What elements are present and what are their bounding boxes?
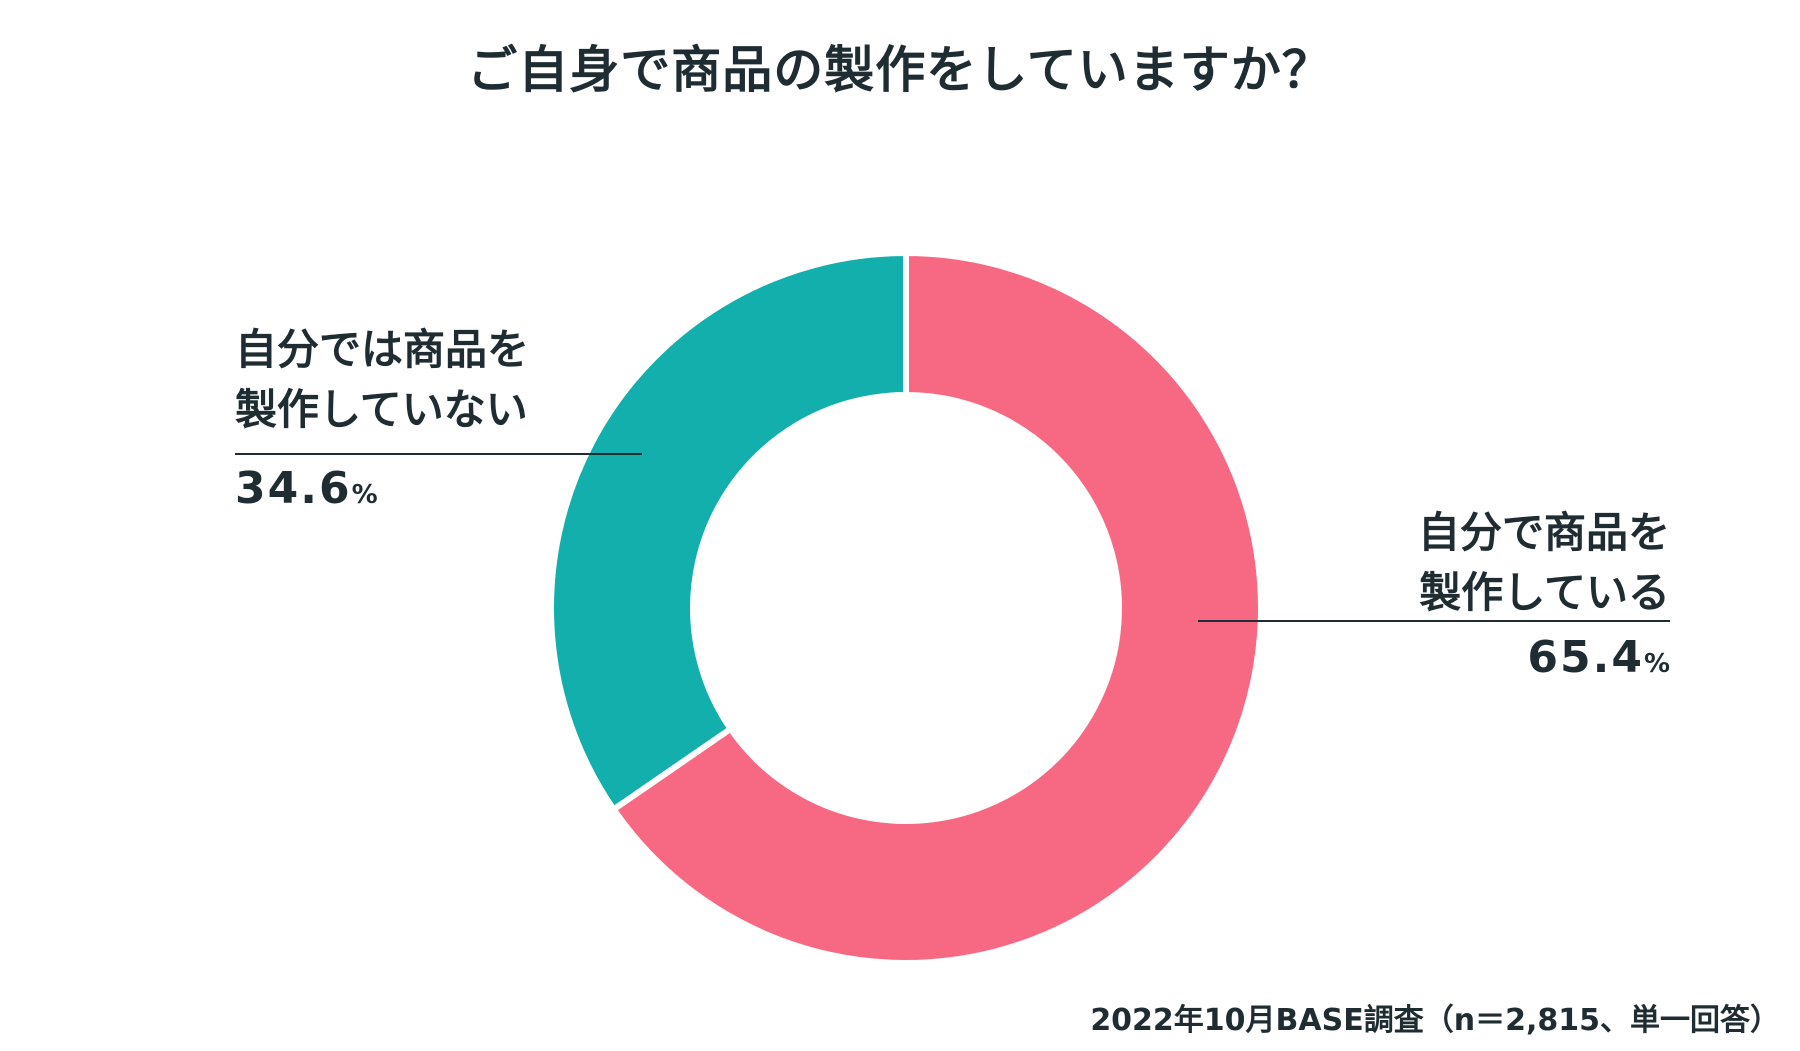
- slice-label-line: 自分では商品を: [235, 325, 530, 374]
- slice-producing: [609, 249, 1264, 966]
- slice-label-line: 製作していない: [235, 385, 528, 434]
- percent-unit: %: [1643, 649, 1670, 679]
- slice-label-not-producing: 自分では商品を 製作していない: [235, 320, 529, 440]
- data-label: 34.6: [235, 463, 352, 514]
- label-leader-line: [1198, 620, 1670, 622]
- slice-label-producing: 自分で商品を 製作している: [1300, 503, 1670, 623]
- data-label: 65.4: [1527, 632, 1644, 683]
- slice-label-line: 自分で商品を: [1417, 508, 1670, 557]
- slice-value-producing: 65.4%: [1300, 632, 1670, 683]
- percent-unit: %: [351, 480, 378, 510]
- slice-value-not-producing: 34.6%: [235, 463, 378, 514]
- label-leader-line: [235, 453, 642, 455]
- slice-not-producing: [548, 249, 909, 814]
- chart-title: ご自身で商品の製作をしていますか？: [467, 41, 1333, 99]
- slice-label-line: 製作している: [1419, 568, 1670, 617]
- source-note: 2022年10月BASE調査（n＝2,815、単一回答）: [1090, 1003, 1780, 1038]
